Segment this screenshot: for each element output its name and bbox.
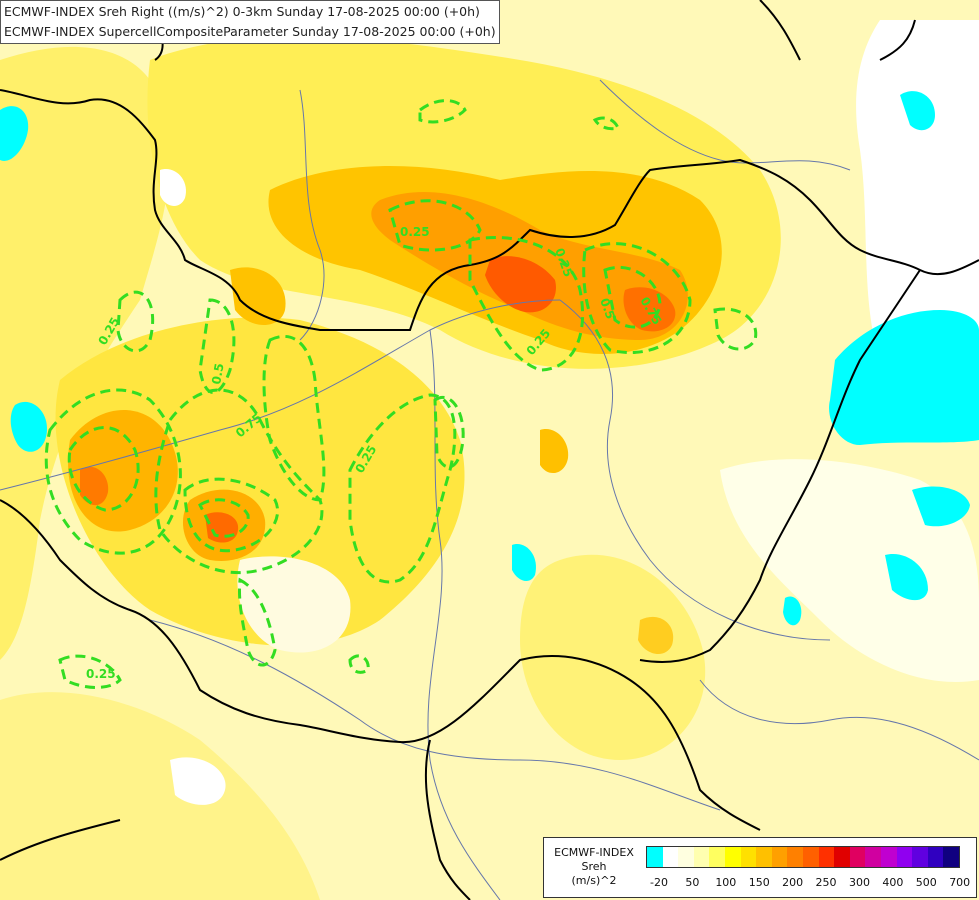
legend-swatch (927, 847, 944, 867)
legend-swatch (912, 847, 928, 867)
yellow-field-southwest (0, 692, 320, 900)
orange-spot-3 (638, 616, 674, 655)
legend-swatch (771, 847, 788, 867)
legend-swatch (724, 847, 741, 867)
legend-swatch (756, 847, 772, 867)
title-line-1: ECMWF-INDEX Sreh Right ((m/s)^2) 0-3km S… (4, 4, 480, 19)
legend-swatch (849, 847, 866, 867)
legend-swatch (880, 847, 897, 867)
legend-swatch (802, 847, 819, 867)
orange-spot-2 (230, 267, 286, 325)
contour-label: 0.5 (597, 296, 617, 321)
legend-tick-label: 150 (748, 876, 770, 889)
white-area-southeast (720, 459, 979, 682)
lake-west (10, 401, 48, 452)
lake-northeast (900, 91, 935, 131)
legend-tick-label: 250 (815, 876, 837, 889)
legend-tick-label: 500 (915, 876, 937, 889)
cyan-spot-south-east (885, 554, 928, 601)
legend-swatch (865, 847, 881, 867)
legend-title-line-2: Sreh (581, 860, 607, 873)
legend-tick-label: 300 (848, 876, 870, 889)
legend-swatch (818, 847, 835, 867)
legend-swatch (896, 847, 913, 867)
legend-swatch (662, 847, 679, 867)
legend-tick-label: 400 (882, 876, 904, 889)
legend-swatch (693, 847, 710, 867)
title-line-2: ECMWF-INDEX SupercellCompositeParameter … (4, 24, 496, 39)
legend-title: ECMWF-INDEX Sreh (m/s)^2 (548, 846, 640, 888)
legend-ticks: -20 50 100 150 200 250 300 400 500 700 (646, 876, 971, 890)
yellow-field-south (520, 554, 706, 760)
legend-title-line-1: ECMWF-INDEX (554, 846, 634, 859)
legend-tick-label: 100 (715, 876, 737, 889)
contour-label: 0.25 (400, 225, 430, 239)
legend-swatches (646, 846, 960, 868)
legend-swatch (678, 847, 694, 867)
contour-label: 0.5 (209, 362, 226, 385)
white-area-sw (170, 757, 226, 805)
white-area-nw (160, 169, 186, 206)
legend-swatch (943, 847, 959, 867)
legend-swatch (787, 847, 803, 867)
cyan-spot-southeast (783, 596, 802, 626)
legend-tick-label: 50 (685, 876, 700, 889)
legend-swatch (740, 847, 757, 867)
cyan-spot-east (912, 486, 970, 527)
color-legend: ECMWF-INDEX Sreh (m/s)^2 -20 50 100 150 200 2… (543, 837, 977, 898)
red-core-northeast (623, 287, 676, 332)
red-core-west (80, 466, 109, 506)
legend-tick-label: 200 (782, 876, 804, 889)
legend-tick-label: -20 (650, 876, 668, 889)
lake-east (829, 310, 979, 445)
orange-spot-1 (540, 429, 569, 474)
legend-swatch (647, 847, 663, 867)
cyan-spot-center (512, 544, 536, 582)
scp-contours (44, 99, 758, 689)
contour-label: 0.25 (86, 667, 116, 681)
legend-swatch (834, 847, 850, 867)
legend-title-line-3: (m/s)^2 (571, 874, 617, 887)
yellow-field-west (0, 46, 170, 660)
legend-tick-label: 700 (949, 876, 971, 889)
lake-northwest (0, 106, 29, 161)
red-core-north (485, 256, 556, 313)
white-area-center (237, 556, 351, 653)
map-title: ECMWF-INDEX Sreh Right ((m/s)^2) 0-3km S… (0, 0, 500, 44)
legend-swatch (709, 847, 725, 867)
